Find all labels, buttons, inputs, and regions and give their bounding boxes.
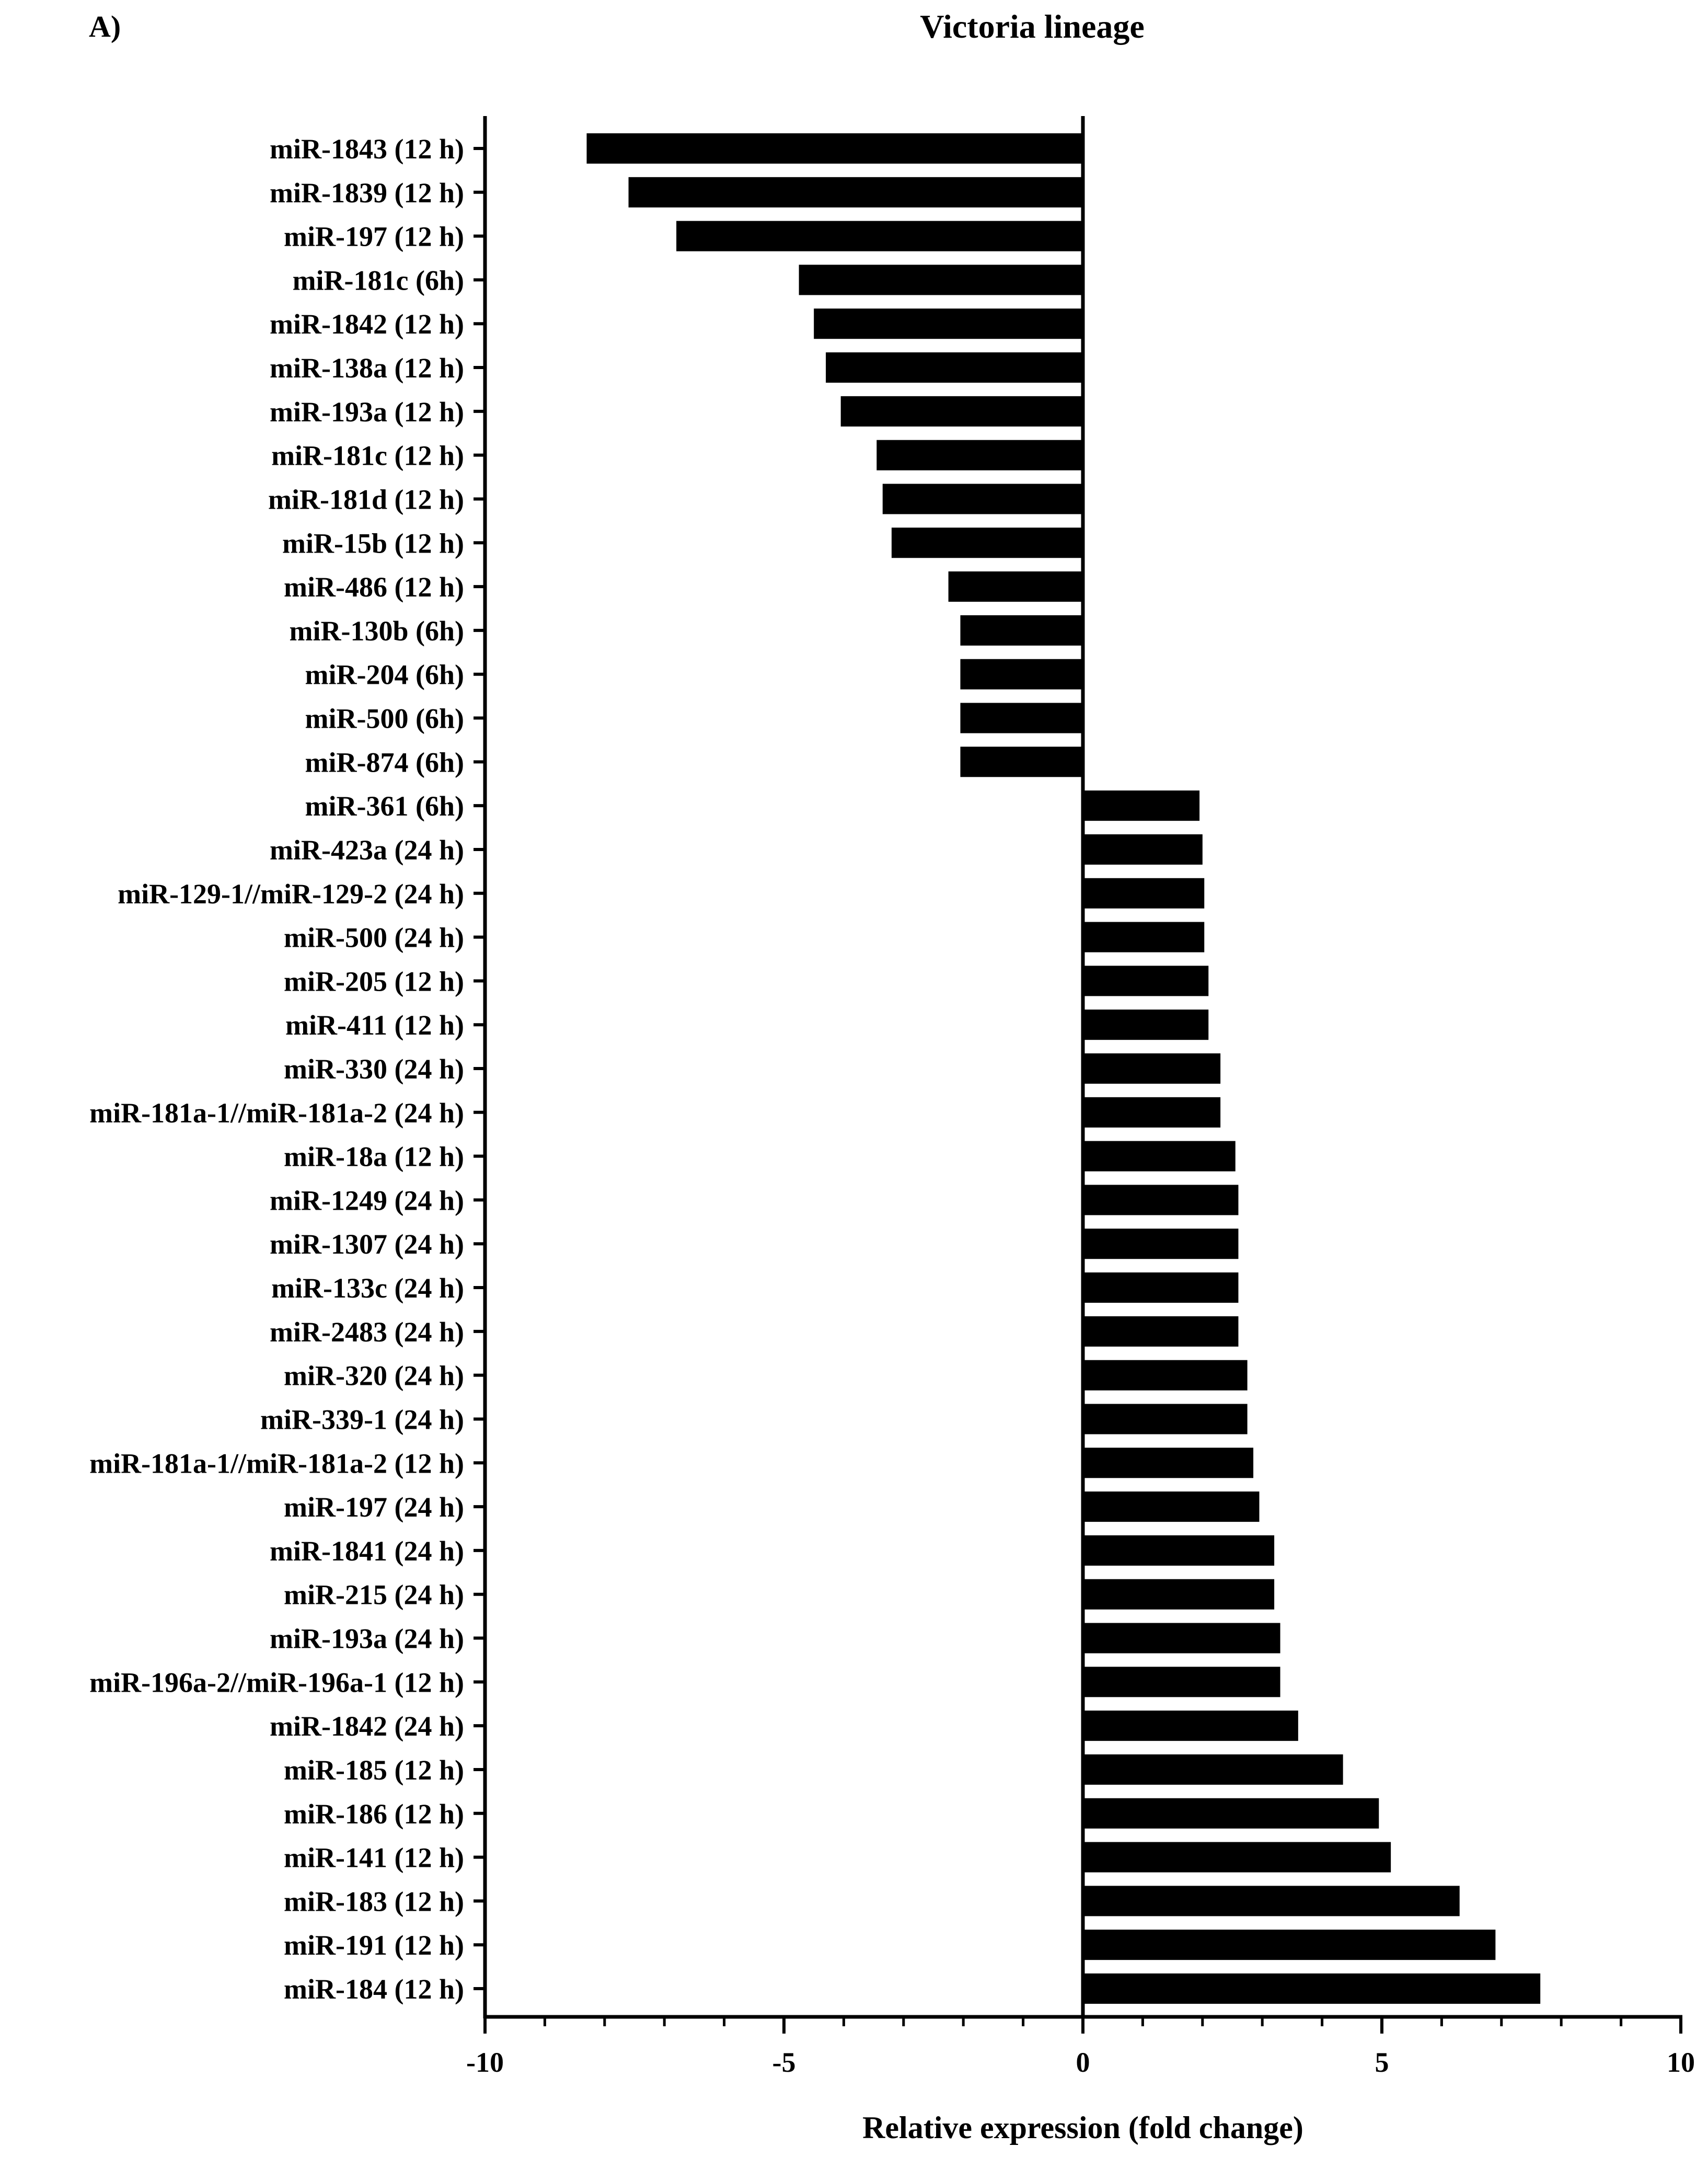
bar bbox=[840, 396, 1083, 427]
bar bbox=[1083, 1711, 1298, 1741]
category-label: miR-141 (12 h) bbox=[284, 1842, 464, 1874]
bar bbox=[1083, 1097, 1221, 1128]
bar bbox=[1083, 1316, 1239, 1347]
bar bbox=[1083, 1973, 1541, 2004]
bar bbox=[1083, 1404, 1248, 1434]
bar bbox=[1083, 966, 1209, 996]
category-label: miR-196a-2//miR-196a-1 (12 h) bbox=[89, 1667, 464, 1698]
bar bbox=[1083, 1141, 1236, 1172]
category-label: miR-339-1 (24 h) bbox=[260, 1404, 464, 1435]
bar bbox=[1083, 1842, 1391, 1873]
category-label: miR-1307 (24 h) bbox=[270, 1229, 464, 1260]
bar bbox=[799, 265, 1083, 295]
bar bbox=[1083, 1579, 1275, 1610]
bar bbox=[1083, 834, 1203, 865]
category-label: miR-181c (12 h) bbox=[271, 440, 464, 472]
category-label: miR-183 (12 h) bbox=[284, 1886, 464, 1917]
category-label: miR-874 (6h) bbox=[305, 747, 464, 778]
category-label: miR-411 (12 h) bbox=[285, 1009, 464, 1041]
category-label: miR-138a (12 h) bbox=[270, 352, 464, 384]
bar bbox=[1083, 1886, 1460, 1916]
category-label: miR-181a-1//miR-181a-2 (24 h) bbox=[89, 1097, 464, 1129]
bar bbox=[960, 659, 1083, 690]
category-label: miR-2483 (24 h) bbox=[270, 1316, 464, 1348]
panel-label: A) bbox=[89, 9, 121, 43]
x-tick-label: 0 bbox=[1076, 2047, 1090, 2078]
x-tick-label: -10 bbox=[466, 2047, 504, 2078]
bar bbox=[960, 703, 1083, 733]
bar bbox=[676, 221, 1083, 251]
bar bbox=[1083, 1535, 1275, 1566]
bar bbox=[1083, 1754, 1343, 1785]
bar bbox=[882, 484, 1083, 514]
bar bbox=[891, 527, 1083, 558]
category-label: miR-1843 (12 h) bbox=[270, 133, 464, 165]
x-axis-label: Relative expression (fold change) bbox=[862, 2110, 1303, 2145]
category-label: miR-486 (12 h) bbox=[284, 571, 464, 603]
bar bbox=[586, 133, 1083, 164]
category-label: miR-184 (12 h) bbox=[284, 1973, 464, 2005]
category-label: miR-205 (12 h) bbox=[284, 966, 464, 997]
bar bbox=[948, 571, 1083, 602]
category-label: miR-1249 (24 h) bbox=[270, 1185, 464, 1216]
category-label: miR-18a (12 h) bbox=[284, 1141, 464, 1173]
category-label: miR-197 (24 h) bbox=[284, 1491, 464, 1523]
category-label: miR-133c (24 h) bbox=[271, 1272, 464, 1304]
bar bbox=[1083, 1623, 1280, 1654]
category-label: miR-320 (24 h) bbox=[284, 1360, 464, 1392]
category-label: miR-129-1//miR-129-2 (24 h) bbox=[118, 878, 464, 910]
bar bbox=[814, 308, 1083, 339]
bar bbox=[1083, 1448, 1254, 1478]
bars-group bbox=[586, 133, 1541, 2004]
x-axis: -10 -5 0 5 10 bbox=[466, 2015, 1695, 2078]
x-tick-label: 10 bbox=[1667, 2047, 1695, 2078]
category-label: miR-130b (6h) bbox=[290, 615, 465, 647]
bar bbox=[826, 352, 1083, 383]
bar bbox=[1083, 878, 1205, 909]
category-label: miR-191 (12 h) bbox=[284, 1930, 464, 1961]
category-label: miR-186 (12 h) bbox=[284, 1798, 464, 1830]
category-label: miR-1841 (24 h) bbox=[270, 1535, 464, 1567]
category-label: miR-1839 (12 h) bbox=[270, 177, 464, 209]
x-tick-label: -5 bbox=[772, 2047, 796, 2078]
bar bbox=[876, 440, 1083, 470]
category-label: miR-215 (24 h) bbox=[284, 1579, 464, 1611]
category-label: miR-1842 (24 h) bbox=[270, 1711, 464, 1742]
x-tick-label: 5 bbox=[1375, 2047, 1389, 2078]
bar bbox=[1083, 1798, 1379, 1829]
category-label: miR-181d (12 h) bbox=[268, 484, 464, 515]
category-label: miR-193a (24 h) bbox=[270, 1623, 464, 1655]
bar bbox=[628, 177, 1083, 208]
category-label: miR-330 (24 h) bbox=[284, 1053, 464, 1085]
bar bbox=[1083, 1053, 1221, 1084]
category-label: miR-500 (24 h) bbox=[284, 922, 464, 954]
category-label: miR-15b (12 h) bbox=[282, 527, 464, 559]
category-label: miR-181c (6h) bbox=[293, 265, 464, 296]
bar bbox=[1083, 790, 1200, 821]
bar bbox=[1083, 1272, 1239, 1303]
category-label: miR-204 (6h) bbox=[305, 659, 464, 691]
category-label: miR-185 (12 h) bbox=[284, 1754, 464, 1786]
category-label: miR-361 (6h) bbox=[305, 790, 464, 822]
bar bbox=[960, 615, 1083, 646]
category-label: miR-181a-1//miR-181a-2 (12 h) bbox=[89, 1448, 464, 1479]
category-label: miR-197 (12 h) bbox=[284, 221, 464, 252]
bar bbox=[1083, 1009, 1209, 1040]
category-label: miR-193a (12 h) bbox=[270, 396, 464, 428]
category-label: miR-1842 (12 h) bbox=[270, 308, 464, 340]
chart-title: Victoria lineage bbox=[920, 8, 1145, 45]
category-labels-group: miR-1843 (12 h) miR-1839 (12 h) miR-197 (1… bbox=[89, 133, 485, 2005]
bar bbox=[1083, 1360, 1248, 1391]
bar bbox=[1083, 1229, 1239, 1259]
bar bbox=[1083, 1930, 1496, 1960]
bar bbox=[960, 747, 1083, 777]
category-label: miR-500 (6h) bbox=[305, 703, 464, 734]
category-label: miR-423a (24 h) bbox=[270, 834, 464, 866]
bar bbox=[1083, 1491, 1260, 1522]
bar bbox=[1083, 922, 1205, 952]
bar bbox=[1083, 1667, 1280, 1697]
bar bbox=[1083, 1185, 1239, 1215]
